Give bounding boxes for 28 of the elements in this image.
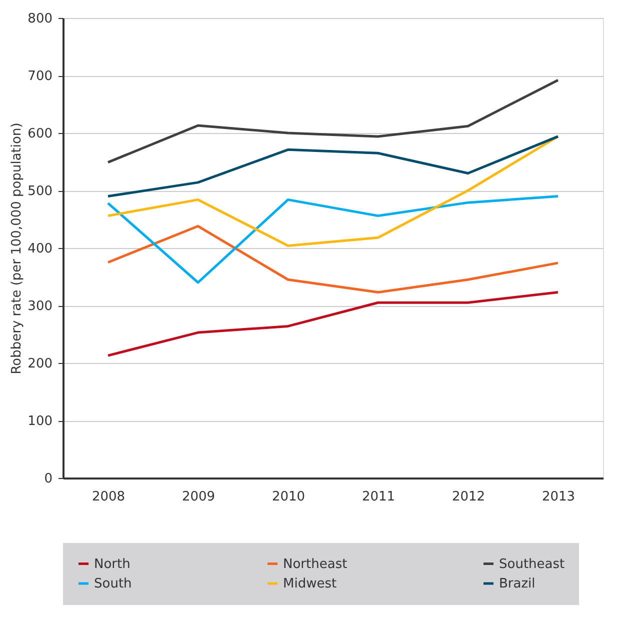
line-series xyxy=(106,291,560,357)
y-tick-label: 800 xyxy=(28,12,52,26)
x-tick-label: 2008 xyxy=(92,490,126,504)
legend-label: Northeast xyxy=(283,556,348,572)
y-tick-label: 300 xyxy=(28,299,52,314)
x-tick-label: 2012 xyxy=(452,490,486,504)
y-tick-label: 100 xyxy=(28,414,52,429)
legend-label: South xyxy=(94,576,132,592)
legend-label: North xyxy=(94,556,130,572)
legend-label: Midwest xyxy=(283,576,337,592)
legend-label: Southeast xyxy=(499,556,565,572)
y-tick-label: 400 xyxy=(28,242,52,256)
x-tick-label: 2009 xyxy=(182,490,216,504)
x-tick-label: 2010 xyxy=(272,490,306,504)
y-tick-label: 600 xyxy=(28,126,52,142)
y-axis-title: Robbery rate (per 100,000 population) xyxy=(10,122,25,374)
line-series xyxy=(106,224,560,294)
x-tick-label: 2011 xyxy=(362,490,396,504)
line-series xyxy=(106,78,560,164)
y-tick-label: 500 xyxy=(28,184,52,199)
legend-label: Brazil xyxy=(499,576,536,592)
line-series xyxy=(106,135,560,247)
y-tick-label: 700 xyxy=(28,69,52,84)
y-tick-label: 0 xyxy=(44,472,52,486)
y-tick-label: 200 xyxy=(28,356,52,372)
x-tick-label: 2013 xyxy=(542,490,576,504)
line-series xyxy=(106,195,560,284)
line-series xyxy=(106,135,560,198)
